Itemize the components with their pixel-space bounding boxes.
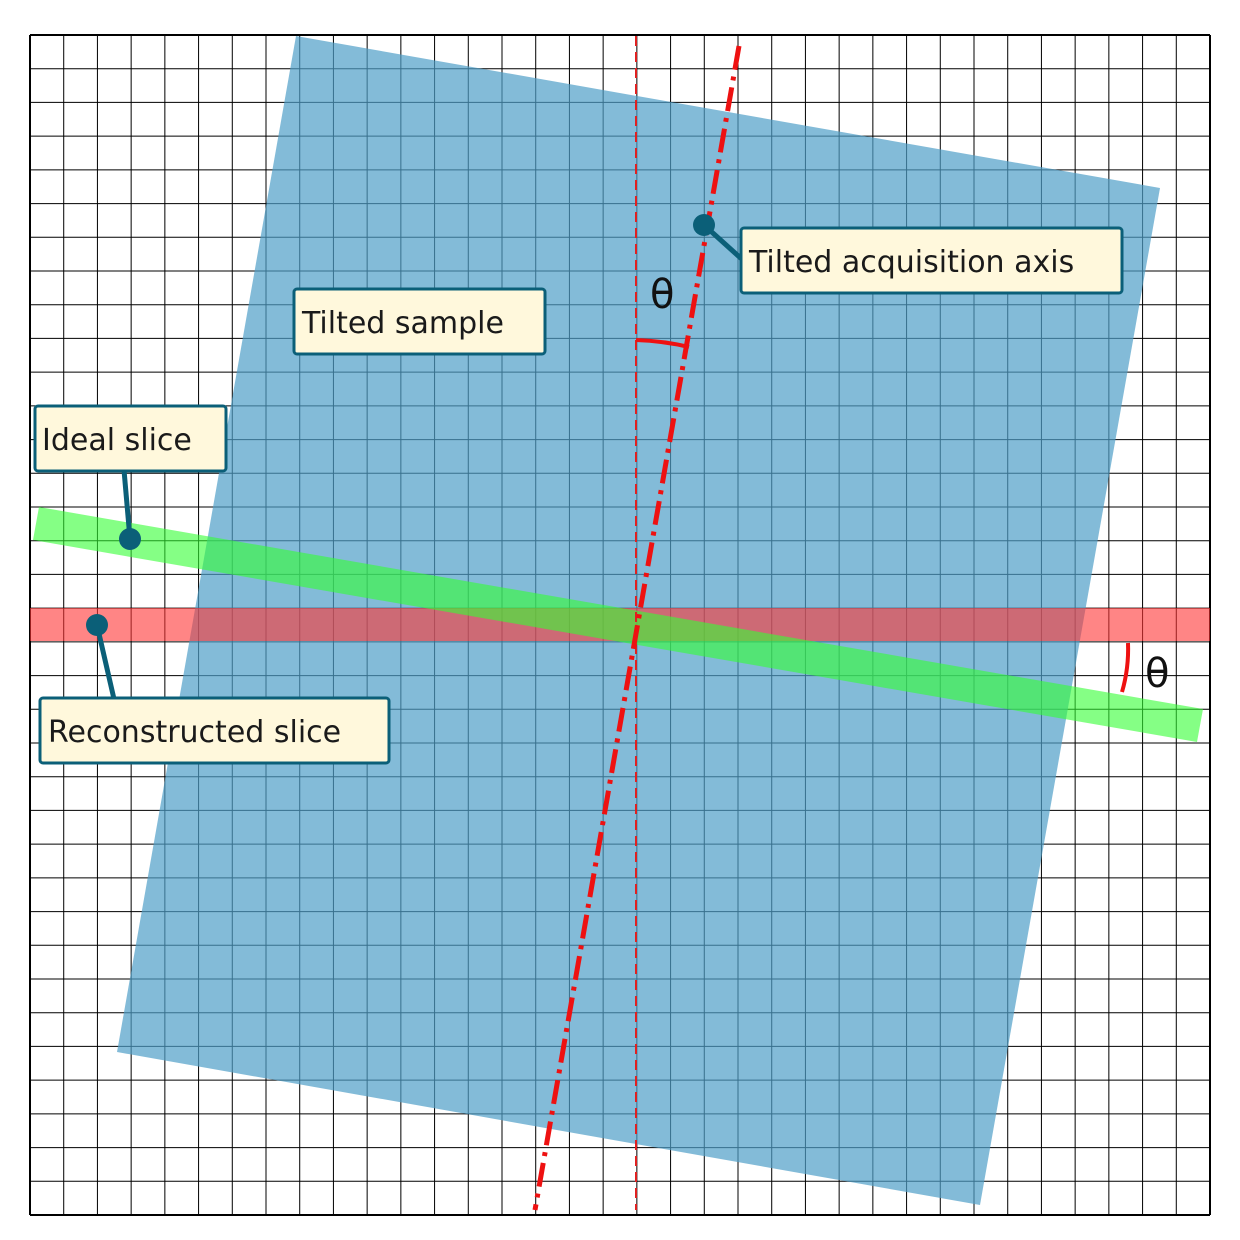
ideal-slice-leader-dot — [119, 528, 141, 550]
theta-right-arc — [1120, 642, 1131, 693]
svg-text:Ideal slice: Ideal slice — [42, 423, 192, 458]
svg-text:Tilted sample: Tilted sample — [301, 306, 504, 341]
svg-text:Tilted acquisition axis: Tilted acquisition axis — [748, 245, 1074, 280]
reconstructed-slice-callout: Reconstructed slice — [38, 696, 391, 765]
theta-top-arc — [635, 338, 690, 349]
tilted-acquisition-axis-callout: Tilted acquisition axis — [739, 226, 1124, 295]
svg-text:Reconstructed slice: Reconstructed slice — [48, 715, 341, 750]
tilted-sample-callout: Tilted sample — [292, 287, 547, 356]
theta-top-label: θ — [650, 272, 674, 318]
ideal-slice-callout: Ideal slice — [33, 404, 228, 473]
tilted-acquisition-axis-line — [532, 45, 742, 1211]
ideal-slice-leader — [121, 469, 133, 540]
reconstructed-slice-leader-dot — [86, 614, 108, 636]
ideal-slice-band — [33, 507, 1203, 742]
acquisition-axis-leader-dot — [693, 214, 715, 236]
theta-right-label: θ — [1145, 651, 1169, 697]
reconstructed-slice-leader — [94, 624, 117, 700]
